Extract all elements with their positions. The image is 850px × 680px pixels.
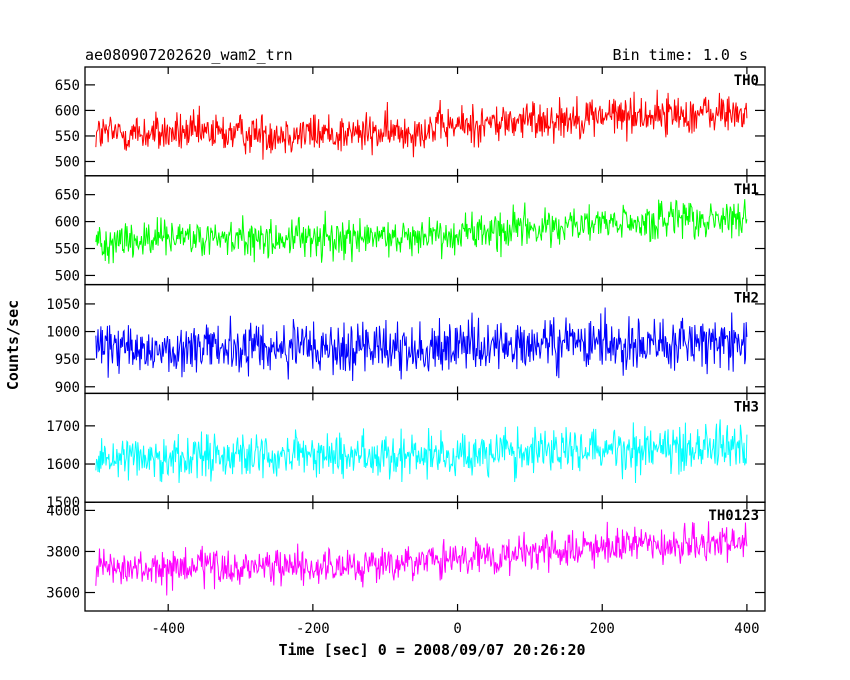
panel-label-th0123: TH0123 [708, 508, 759, 524]
panel-label-th2: TH2 [734, 291, 759, 307]
y-axis-label: Counts/sec [4, 300, 22, 390]
y-tick-label: 600 [55, 215, 80, 231]
y-tick-label: 950 [55, 352, 80, 368]
x-tick-label: 400 [734, 621, 759, 637]
y-tick-label: 550 [55, 129, 80, 145]
y-tick-label: 1600 [46, 457, 80, 473]
x-tick-label: 0 [453, 621, 461, 637]
y-tick-label: 550 [55, 242, 80, 258]
panels-group: 500 550 600 650 TH0 500 550 600 650 TH1 900 950 1000… [46, 66, 766, 637]
y-tick-label: 4000 [46, 503, 80, 519]
y-tick-label: 600 [55, 103, 80, 119]
y-tick-label: 1000 [46, 325, 80, 341]
y-tick-label: 500 [55, 268, 80, 284]
y-tick-label: 3800 [46, 544, 80, 560]
x-tick-label: -400 [151, 621, 185, 637]
series-line-th2 [95, 307, 748, 381]
y-tick-label: 500 [55, 154, 80, 170]
x-axis-label: Time [sec] 0 = 2008/09/07 20:26:20 [278, 641, 585, 659]
panel-label-th0: TH0 [734, 73, 759, 89]
panel-frame [84, 501, 766, 612]
y-tick-label: 3600 [46, 586, 80, 602]
y-tick-label: 1700 [46, 419, 80, 435]
chart-title: ae080907202620_wam2_trn [85, 46, 293, 64]
series-line-th0 [95, 89, 748, 160]
y-tick-label: 650 [55, 78, 80, 94]
panel-label-th3: TH3 [734, 399, 759, 415]
y-tick-label: 900 [55, 380, 80, 396]
y-tick-label: 1050 [46, 297, 80, 313]
series-line-th1 [95, 199, 748, 264]
bin-time-label: Bin time: 1.0 s [613, 46, 748, 64]
panel-frame [84, 175, 766, 286]
panel-label-th1: TH1 [734, 182, 759, 198]
series-line-th0123 [95, 521, 748, 596]
y-tick-label: 650 [55, 188, 80, 204]
x-tick-label: -200 [296, 621, 330, 637]
series-line-th3 [95, 419, 748, 483]
x-tick-label: 200 [590, 621, 615, 637]
y-tick-label: 1500 [46, 495, 80, 511]
